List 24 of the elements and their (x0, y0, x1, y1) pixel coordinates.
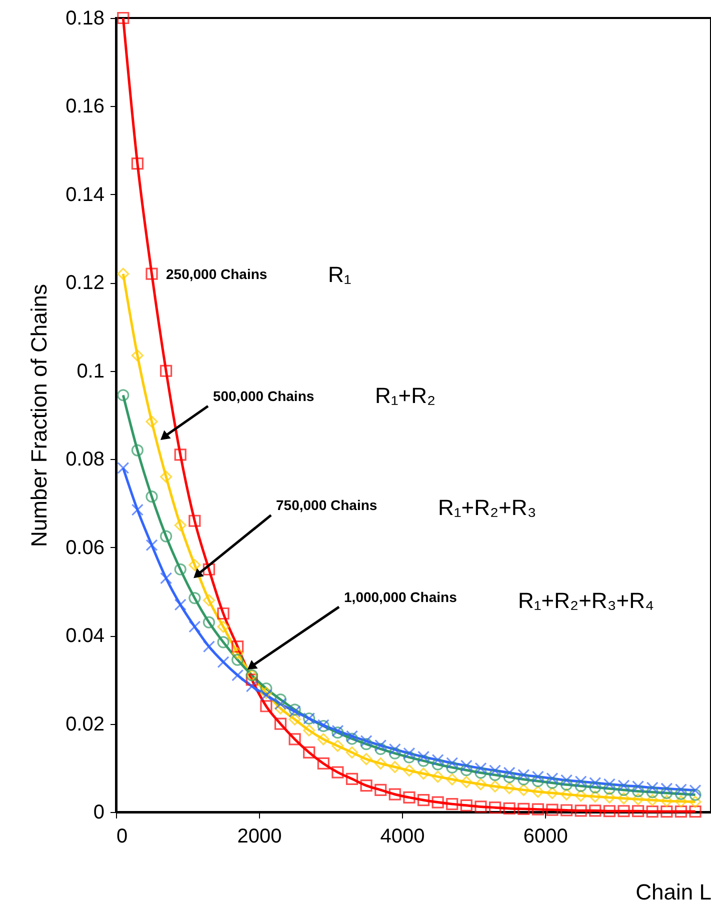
annotation: 750,000 Chains (276, 497, 378, 514)
y-tick-label: 0.08 (66, 448, 104, 471)
annotation: R₁+R₂ (375, 383, 436, 408)
x-tick-label: 6000 (523, 826, 568, 848)
y-tick-label: 0.16 (66, 96, 104, 118)
x-tick-label: 4000 (380, 826, 425, 848)
y-tick-label: 0 (93, 802, 104, 824)
y-tick-label: 0.18 (66, 8, 104, 30)
y-tick-label: 0.1 (76, 360, 104, 382)
y-axis-title: Number Fraction of Chains (26, 284, 52, 547)
annotation: R₁ (328, 262, 352, 287)
annotation: R₁+R₂+R₃ (438, 495, 536, 520)
y-tick-label: 0.04 (66, 625, 104, 648)
x-tick-label: 2000 (237, 826, 282, 848)
x-tick-label: 0 (116, 826, 128, 848)
y-tick-label: 0.02 (66, 713, 104, 736)
y-tick-label: 0.06 (66, 536, 104, 559)
annotation: 500,000 Chains (212, 388, 314, 404)
x-axis-title: Chain L (636, 880, 711, 904)
y-tick-label: 0.14 (66, 184, 104, 206)
annotation: 250,000 Chains (166, 266, 268, 282)
y-tick-label: 0.12 (66, 272, 104, 294)
annotation: 1,000,000 Chains (344, 588, 458, 605)
annotation: R₁+R₂+R₃+R₄ (518, 588, 654, 613)
